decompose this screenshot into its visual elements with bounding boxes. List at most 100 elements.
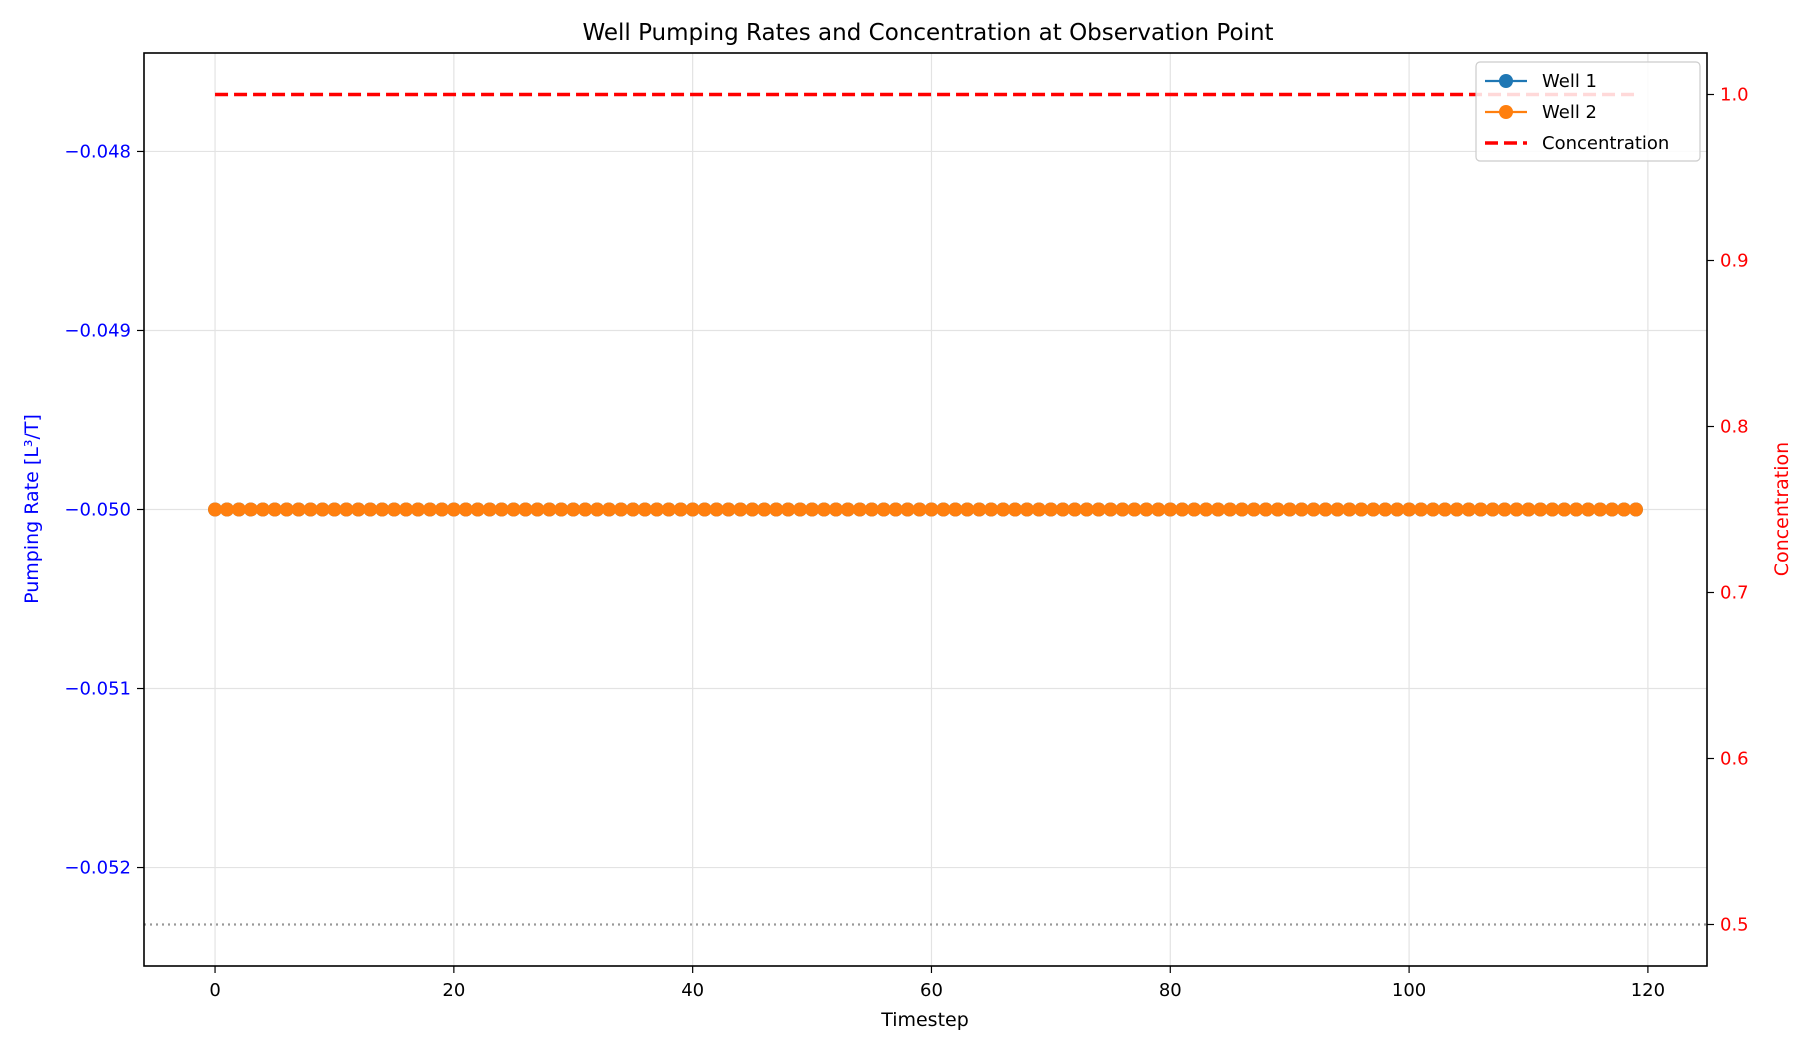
- data-point: [1055, 502, 1070, 517]
- data-point: [685, 502, 700, 517]
- data-point: [208, 502, 223, 517]
- data-point: [291, 502, 306, 517]
- data-point: [387, 502, 402, 517]
- y-right-tick-label: 0.9: [1720, 251, 1749, 272]
- data-point: [494, 502, 509, 517]
- x-tick-label: 60: [920, 980, 943, 1001]
- data-point: [530, 502, 545, 517]
- data-point: [1318, 502, 1333, 517]
- data-point: [649, 502, 664, 517]
- data-point: [1258, 502, 1273, 517]
- y-left-tick-label: −0.052: [64, 858, 131, 879]
- x-tick-label: 120: [1631, 980, 1665, 1001]
- data-point: [518, 502, 533, 517]
- data-point: [446, 502, 461, 517]
- data-point: [721, 502, 736, 517]
- series-well-2: [208, 502, 1643, 517]
- data-point: [1270, 502, 1285, 517]
- legend-box: [1475, 61, 1701, 162]
- x-axis-label: Timestep: [880, 1009, 969, 1031]
- data-point: [1414, 502, 1429, 517]
- x-tick-label: 100: [1392, 980, 1426, 1001]
- data-point: [637, 502, 652, 517]
- data-point: [781, 502, 796, 517]
- data-point: [960, 502, 975, 517]
- data-point: [1199, 502, 1214, 517]
- data-point: [1175, 502, 1190, 517]
- data-point: [1306, 502, 1321, 517]
- legend-swatch-marker: [1499, 105, 1513, 119]
- y-axis-left: −0.048 −0.049 −0.050 −0.051 −0.052: [64, 141, 144, 879]
- data-point: [1617, 502, 1632, 517]
- data-point: [1557, 502, 1572, 517]
- chart-title: Well Pumping Rates and Concentration at …: [582, 20, 1273, 46]
- data-point: [1103, 502, 1118, 517]
- data-point: [805, 502, 820, 517]
- data-point: [948, 502, 963, 517]
- data-point: [1605, 502, 1620, 517]
- data-point: [1282, 502, 1297, 517]
- data-point: [840, 502, 855, 517]
- legend-item: Well 1: [1485, 71, 1597, 92]
- data-point: [255, 502, 270, 517]
- y-axis-right-label: Concentration: [1771, 442, 1793, 576]
- data-point: [828, 502, 843, 517]
- data-point: [1497, 502, 1512, 517]
- data-point: [1342, 502, 1357, 517]
- data-point: [1294, 502, 1309, 517]
- y-left-tick-label: −0.049: [64, 320, 131, 341]
- data-point: [1043, 502, 1058, 517]
- x-tick-label: 40: [681, 980, 704, 1001]
- data-point: [900, 502, 915, 517]
- data-point: [243, 502, 258, 517]
- data-point: [793, 502, 808, 517]
- data-point: [625, 502, 640, 517]
- data-point: [1079, 502, 1094, 517]
- series-group: [208, 92, 1643, 517]
- legend: Well 1 Well 2 Concentration: [1475, 61, 1701, 162]
- data-point: [1127, 502, 1142, 517]
- data-point: [1378, 502, 1393, 517]
- data-point: [578, 502, 593, 517]
- data-point: [1533, 502, 1548, 517]
- data-point: [458, 502, 473, 517]
- data-point: [745, 502, 760, 517]
- data-point: [1139, 502, 1154, 517]
- x-tick-label: 20: [442, 980, 465, 1001]
- data-point: [1461, 502, 1476, 517]
- data-point: [411, 502, 426, 517]
- legend-label: Well 1: [1542, 71, 1597, 92]
- data-point: [482, 502, 497, 517]
- data-point: [1031, 502, 1046, 517]
- data-point: [1019, 502, 1034, 517]
- x-axis: 0 20 40 60 80 100 120: [209, 966, 1665, 1001]
- data-point: [351, 502, 366, 517]
- data-point: [1151, 502, 1166, 517]
- y-right-tick-label: 0.6: [1720, 749, 1749, 770]
- x-tick-label: 80: [1159, 980, 1182, 1001]
- data-point: [434, 502, 449, 517]
- data-point: [972, 502, 987, 517]
- data-point: [984, 502, 999, 517]
- data-point: [1545, 502, 1560, 517]
- data-point: [614, 502, 629, 517]
- data-point: [936, 502, 951, 517]
- data-point: [1008, 502, 1023, 517]
- legend-label: Concentration: [1542, 133, 1669, 154]
- legend-item: Well 2: [1485, 102, 1597, 123]
- data-point: [363, 502, 378, 517]
- data-point: [602, 502, 617, 517]
- data-point: [375, 502, 390, 517]
- y-right-tick-label: 0.8: [1720, 417, 1749, 438]
- y-axis-left-label: Pumping Rate [L³/T]: [21, 414, 43, 604]
- data-point: [912, 502, 927, 517]
- data-point: [327, 502, 342, 517]
- x-tick-label: 0: [209, 980, 220, 1001]
- data-point: [757, 502, 772, 517]
- y-left-tick-label: −0.048: [64, 141, 131, 162]
- data-point: [996, 502, 1011, 517]
- data-point: [876, 502, 891, 517]
- data-point: [1437, 502, 1452, 517]
- data-point: [231, 502, 246, 517]
- data-point: [888, 502, 903, 517]
